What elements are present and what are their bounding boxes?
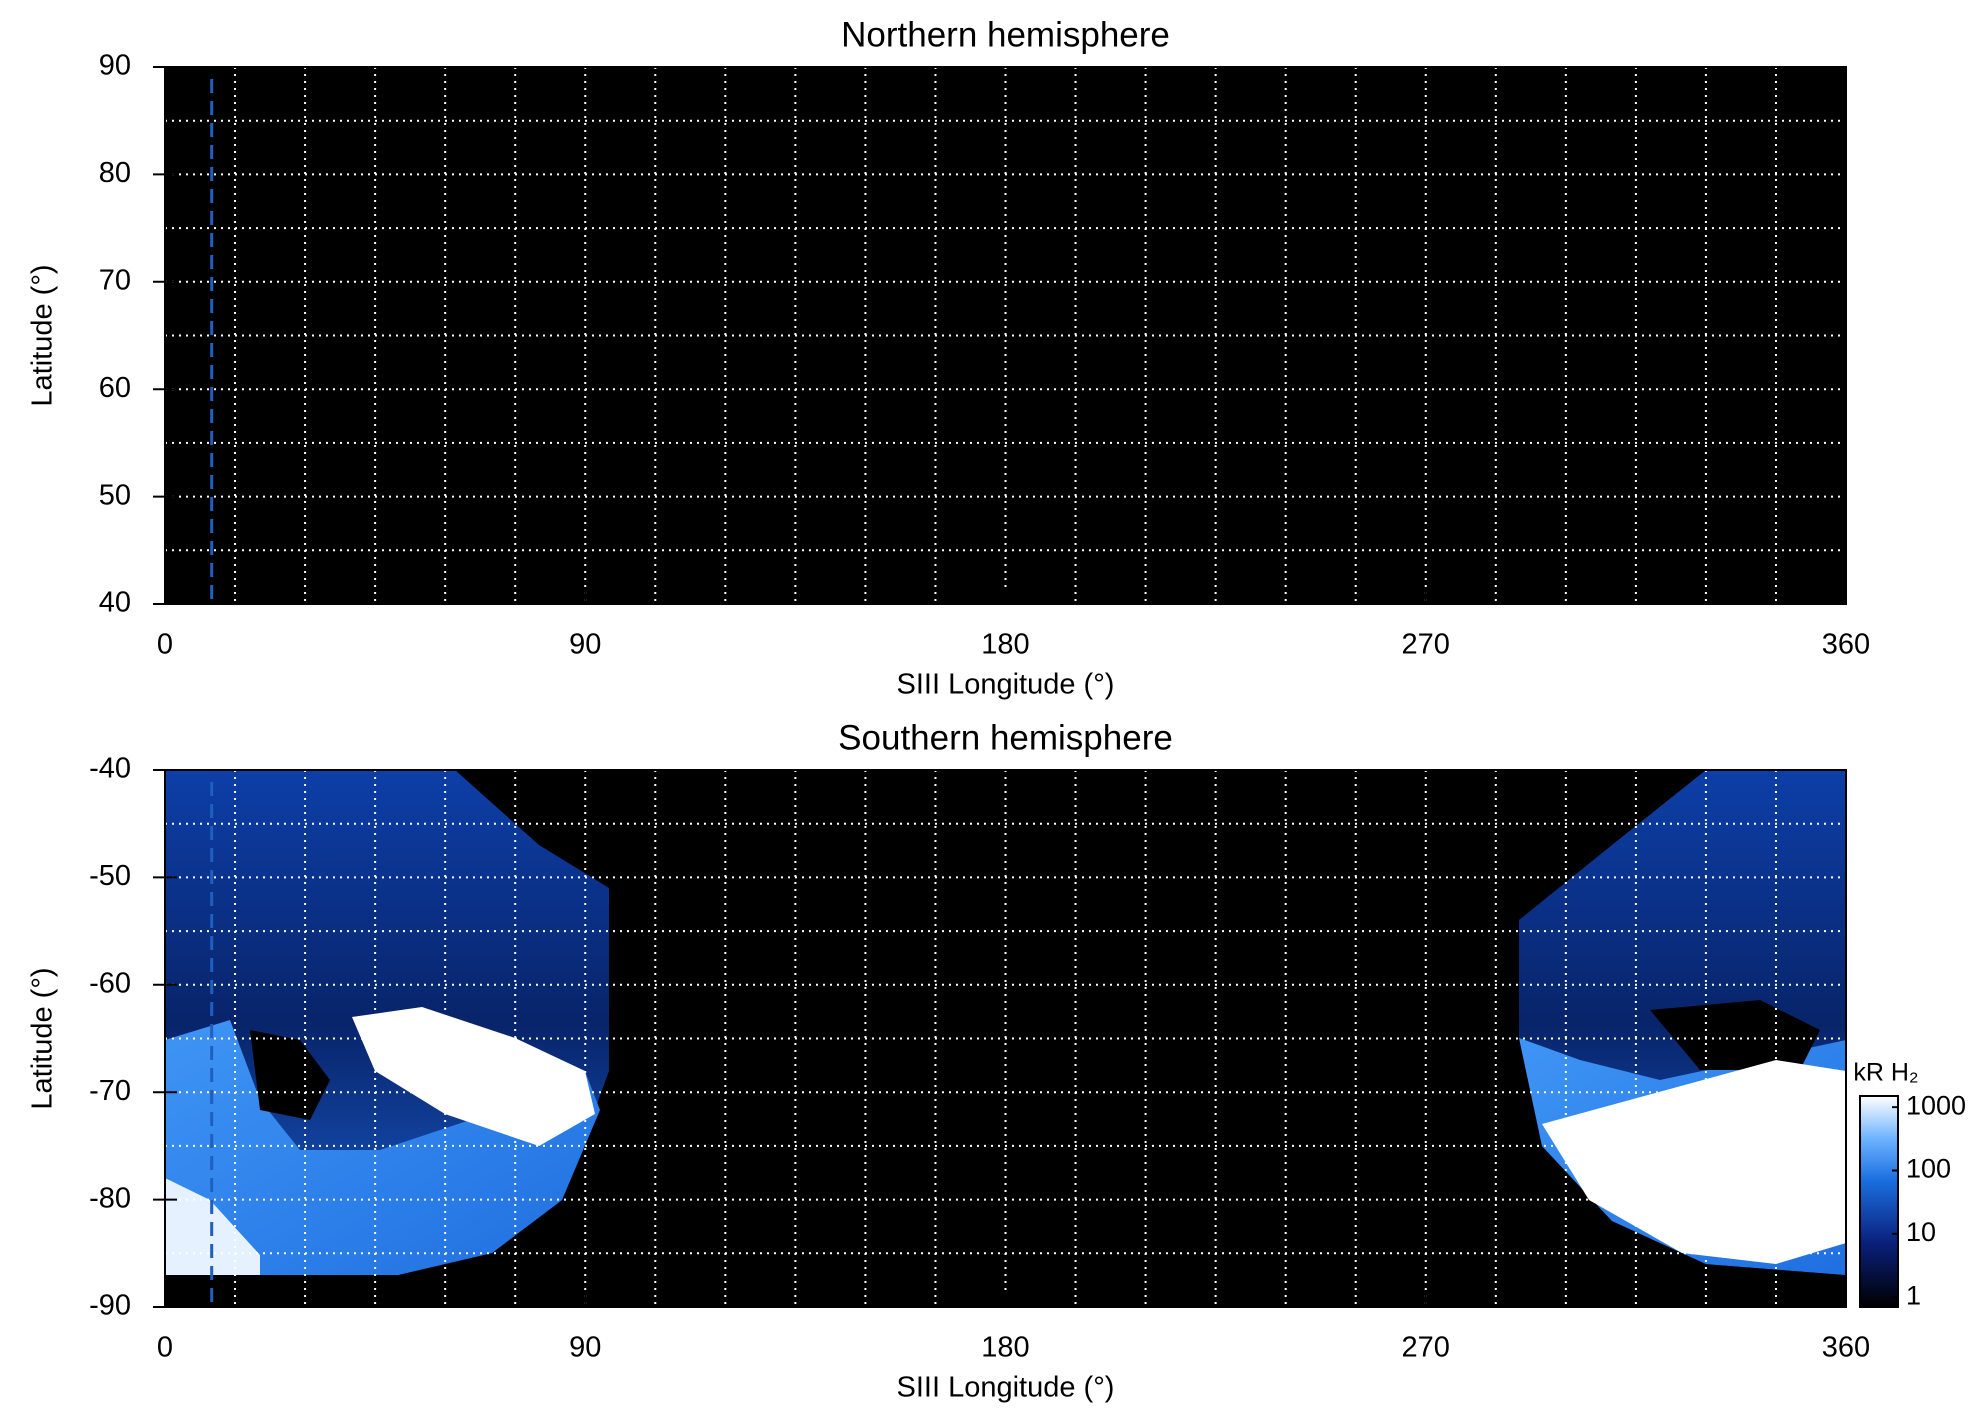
x-tick-label: 270	[1402, 629, 1450, 661]
y-tick-label: 70	[99, 264, 131, 296]
y-tick-label: 50	[99, 479, 131, 511]
x-tick-label: 180	[981, 629, 1029, 661]
y-tick-label: 40	[99, 587, 131, 619]
dark-patch	[250, 1030, 330, 1120]
x-tick-label: 180	[981, 1332, 1029, 1364]
colorbar	[1859, 1095, 1899, 1308]
y-tick-label: -40	[89, 753, 131, 785]
x-tick-label: 270	[1402, 1332, 1450, 1364]
x-axis-label: SIII Longitude (°)	[897, 1372, 1115, 1404]
emission-region	[165, 1020, 600, 1275]
chart-title: Northern hemisphere	[841, 15, 1170, 54]
x-tick-label: 90	[569, 629, 601, 661]
dark-patch	[1650, 1000, 1820, 1070]
y-tick-label: -60	[89, 967, 131, 999]
colorbar-tick-label: 10	[1906, 1217, 1936, 1247]
chart-title: Southern hemisphere	[838, 718, 1173, 757]
x-tick-label: 0	[157, 1332, 173, 1364]
y-tick-label: -50	[89, 860, 131, 892]
colorbar-label: kR H₂	[1853, 1059, 1918, 1087]
colorbar-tick-label: 1000	[1906, 1090, 1966, 1120]
y-tick-label: 60	[99, 372, 131, 404]
emission-bright	[1542, 1060, 1846, 1264]
emission-image	[165, 770, 1846, 1275]
y-tick-label: 90	[99, 50, 131, 82]
y-axis-label: Latitude (°)	[27, 967, 59, 1109]
x-tick-label: 90	[569, 1332, 601, 1364]
y-tick-label: -90	[89, 1290, 131, 1322]
emission-bright	[352, 1007, 595, 1146]
x-tick-label: 0	[157, 629, 173, 661]
y-tick-label: -70	[89, 1075, 131, 1107]
y-tick-label: 80	[99, 157, 131, 189]
colorbar-tick-label: 100	[1906, 1154, 1951, 1184]
colorbar-tick-label: 1	[1906, 1280, 1921, 1310]
y-tick-label: -80	[89, 1182, 131, 1214]
x-axis-label: SIII Longitude (°)	[897, 669, 1115, 701]
y-axis-label: Latitude (°)	[27, 264, 59, 406]
x-tick-label: 360	[1822, 629, 1870, 661]
x-tick-label: 360	[1822, 1332, 1870, 1364]
